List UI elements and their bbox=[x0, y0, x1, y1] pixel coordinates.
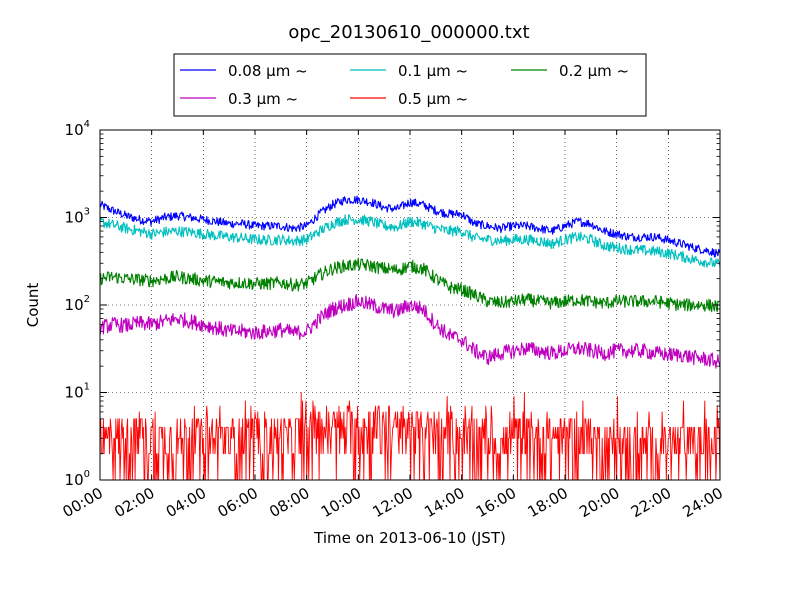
legend-entry: 0.5 μm ~ bbox=[398, 90, 468, 108]
legend-frame bbox=[173, 53, 647, 117]
y-tick-exponent: 0 bbox=[84, 469, 90, 480]
legend-entry: 0.08 μm ~ bbox=[228, 62, 308, 80]
grid bbox=[100, 130, 720, 480]
series-line bbox=[99, 195, 721, 258]
x-axis-label: Time on 2013-06-10 (JST) bbox=[313, 529, 506, 547]
y-tick-base: 10 bbox=[65, 296, 84, 314]
y-tick-base: 10 bbox=[65, 384, 84, 402]
y-tick-base: 10 bbox=[65, 209, 84, 227]
y-tick-label: 103 bbox=[65, 207, 90, 227]
series-line bbox=[99, 257, 721, 313]
chart-title: opc_20130610_000000.txt bbox=[288, 22, 529, 43]
y-tick-base: 10 bbox=[65, 471, 84, 489]
y-tick-label: 101 bbox=[65, 382, 90, 402]
y-tick-label: 104 bbox=[65, 119, 90, 139]
legend-entry: 0.1 μm ~ bbox=[398, 62, 468, 80]
legend-entry: 0.2 μm ~ bbox=[559, 62, 629, 80]
legend: 0.08 μm ~ 0.1 μm ~ 0.2 μm ~ 0.3 μm ~ 0.5 μm … bbox=[173, 53, 647, 117]
y-tick-exponent: 2 bbox=[84, 294, 90, 305]
y-tick-label: 100 bbox=[65, 469, 90, 489]
y-tick-exponent: 3 bbox=[84, 207, 90, 218]
y-tick-base: 10 bbox=[65, 121, 84, 139]
legend-entry: 0.3 μm ~ bbox=[228, 90, 298, 108]
y-tick-exponent: 1 bbox=[84, 382, 90, 393]
y-tick-label: 102 bbox=[65, 294, 90, 314]
series-line bbox=[99, 293, 721, 369]
y-axis-label: Count bbox=[24, 283, 42, 328]
series-line bbox=[99, 214, 721, 268]
y-tick-exponent: 4 bbox=[84, 119, 90, 130]
